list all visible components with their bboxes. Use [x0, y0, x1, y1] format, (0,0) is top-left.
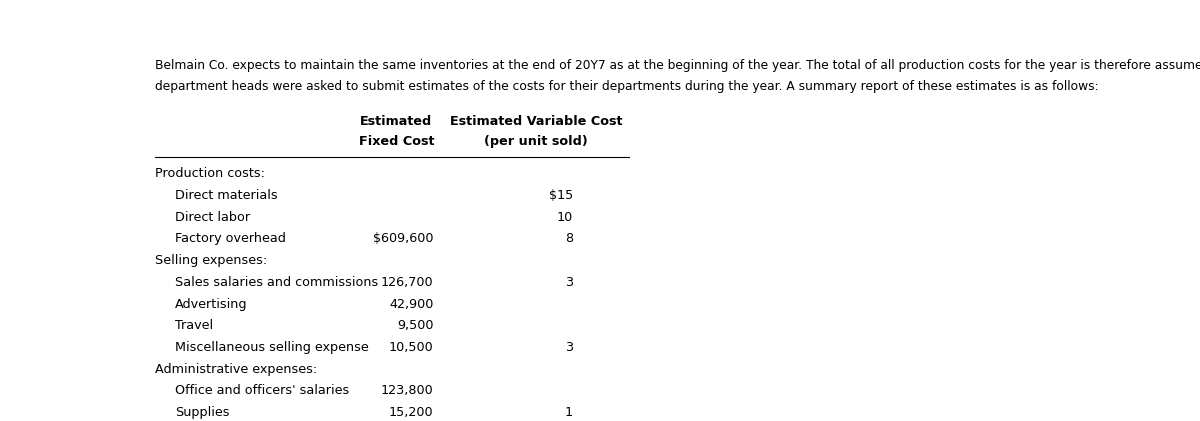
Text: 8: 8 [565, 232, 574, 245]
Text: Estimated: Estimated [360, 115, 432, 128]
Text: Miscellaneous selling expense: Miscellaneous selling expense [175, 341, 368, 354]
Text: Administrative expenses:: Administrative expenses: [155, 363, 317, 376]
Text: 3: 3 [565, 276, 574, 289]
Text: (per unit sold): (per unit sold) [484, 136, 588, 149]
Text: Production costs:: Production costs: [155, 167, 265, 180]
Text: Advertising: Advertising [175, 298, 247, 311]
Text: 9,500: 9,500 [397, 319, 433, 332]
Text: Travel: Travel [175, 319, 214, 332]
Text: Sales salaries and commissions: Sales salaries and commissions [175, 276, 378, 289]
Text: 15,200: 15,200 [389, 406, 433, 419]
Text: 10: 10 [557, 210, 574, 224]
Text: Belmain Co. expects to maintain the same inventories at the end of 20Y7 as at th: Belmain Co. expects to maintain the same… [155, 59, 1200, 72]
Text: Supplies: Supplies [175, 406, 229, 419]
Text: 10,500: 10,500 [389, 341, 433, 354]
Text: Direct materials: Direct materials [175, 189, 277, 202]
Text: 126,700: 126,700 [382, 276, 433, 289]
Text: $609,600: $609,600 [373, 232, 433, 245]
Text: department heads were asked to submit estimates of the costs for their departmen: department heads were asked to submit es… [155, 80, 1098, 93]
Text: Fixed Cost: Fixed Cost [359, 136, 434, 149]
Text: Direct labor: Direct labor [175, 210, 251, 224]
Text: $15: $15 [548, 189, 574, 202]
Text: 42,900: 42,900 [389, 298, 433, 311]
Text: Estimated Variable Cost: Estimated Variable Cost [450, 115, 623, 128]
Text: 123,800: 123,800 [380, 384, 433, 397]
Text: Office and officers' salaries: Office and officers' salaries [175, 384, 349, 397]
Text: 3: 3 [565, 341, 574, 354]
Text: 1: 1 [565, 406, 574, 419]
Text: Factory overhead: Factory overhead [175, 232, 286, 245]
Text: Selling expenses:: Selling expenses: [155, 254, 266, 267]
